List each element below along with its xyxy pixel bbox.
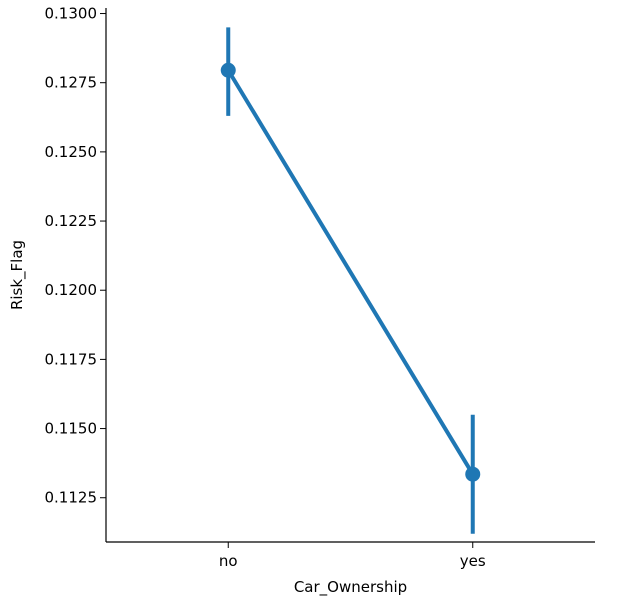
x-axis-label: Car_Ownership — [294, 578, 407, 597]
plot-marks — [220, 27, 481, 534]
y-tick-label: 0.1150 — [45, 420, 98, 438]
series-line — [226, 69, 475, 476]
x-tick-label: no — [219, 552, 238, 570]
y-tick-label: 0.1300 — [45, 5, 98, 23]
y-tick-label: 0.1200 — [45, 281, 98, 299]
y-tick-label: 0.1250 — [45, 143, 98, 161]
y-tick-label: 0.1125 — [45, 489, 98, 507]
y-tick-label: 0.1275 — [45, 74, 98, 92]
y-tick-label: 0.1175 — [45, 350, 98, 368]
data-point — [465, 466, 481, 482]
data-point — [220, 62, 236, 78]
x-tick-label: yes — [460, 552, 486, 570]
y-tick-label: 0.1225 — [45, 212, 98, 230]
axes: 0.1125 0.1150 0.1175 0.1200 0.1225 0.1250 0.12… — [45, 5, 595, 570]
y-axis-label: Risk_Flag — [8, 240, 27, 310]
